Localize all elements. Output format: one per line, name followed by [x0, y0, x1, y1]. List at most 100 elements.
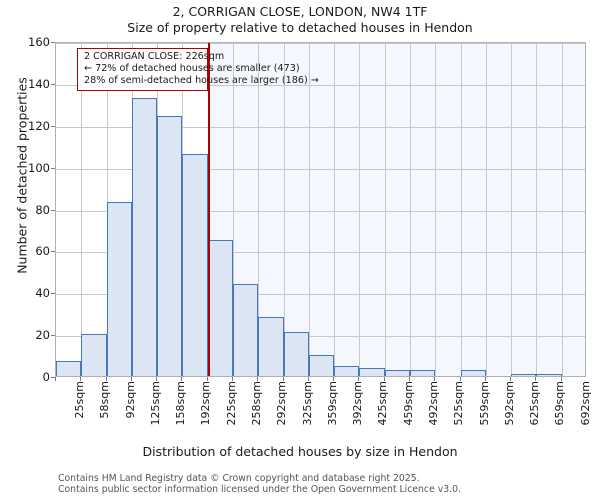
- x-tick-label: 592sqm: [502, 381, 516, 426]
- x-tick-label: 392sqm: [350, 381, 364, 426]
- x-tick-label: 292sqm: [274, 381, 288, 426]
- x-tick-mark: [535, 377, 536, 381]
- gridline-horizontal: [56, 43, 585, 44]
- y-tick-label: 80: [35, 202, 50, 217]
- x-tick-mark: [257, 377, 258, 381]
- x-tick-label: 492sqm: [426, 381, 440, 426]
- x-tick-label: 559sqm: [477, 381, 491, 426]
- gridline-horizontal: [56, 336, 585, 338]
- x-tick-mark: [358, 377, 359, 381]
- y-tick-label: 120: [28, 118, 50, 133]
- y-tick-label: 100: [28, 160, 50, 175]
- x-tick-label: 58sqm: [97, 381, 111, 419]
- bar: [233, 283, 258, 376]
- x-tick-mark: [308, 377, 309, 381]
- y-axis-label: Number of detached properties: [14, 77, 30, 274]
- x-tick-label: 192sqm: [198, 381, 212, 426]
- y-tick-mark: [51, 377, 55, 378]
- y-tick-mark: [51, 209, 55, 211]
- y-tick-label: 160: [28, 35, 50, 49]
- y-tick-label: 20: [35, 328, 50, 343]
- bar: [132, 97, 157, 376]
- y-tick-mark: [51, 125, 55, 127]
- bar: [359, 367, 385, 376]
- bar: [157, 116, 182, 376]
- y-tick-label: 0: [42, 370, 50, 384]
- x-tick-label: 425sqm: [375, 381, 389, 426]
- x-tick-mark: [181, 377, 182, 381]
- gridline-horizontal: [56, 84, 585, 86]
- x-tick-mark: [283, 377, 284, 381]
- gridline-vertical: [461, 43, 462, 376]
- x-tick-mark: [232, 377, 233, 381]
- x-tick-mark: [156, 377, 157, 381]
- footer-attribution: Contains HM Land Registry data © Crown c…: [58, 473, 461, 495]
- gridline-horizontal: [56, 294, 585, 296]
- x-tick-mark: [460, 377, 461, 381]
- x-tick-label: 225sqm: [224, 381, 238, 426]
- bar: [461, 369, 486, 376]
- bar: [309, 355, 334, 376]
- gridline-vertical: [258, 43, 259, 376]
- gridline-vertical: [562, 43, 563, 376]
- x-tick-label: 625sqm: [527, 381, 541, 426]
- x-tick-label: 158sqm: [173, 381, 187, 426]
- x-tick-mark: [55, 377, 56, 381]
- x-axis-label: Distribution of detached houses by size …: [142, 444, 458, 459]
- gridline-vertical: [309, 43, 310, 376]
- x-tick-label: 92sqm: [123, 381, 137, 419]
- page-title: 2, CORRIGAN CLOSE, LONDON, NW4 1TF: [172, 4, 428, 19]
- x-tick-mark: [80, 377, 81, 381]
- gridline-vertical: [233, 43, 234, 376]
- annotation-line-3: 28% of semi-detached houses are larger (…: [84, 75, 319, 86]
- bar: [56, 361, 81, 376]
- gridline-vertical: [410, 43, 411, 376]
- x-tick-label: 525sqm: [451, 381, 465, 426]
- x-tick-label: 659sqm: [552, 381, 566, 426]
- gridline-horizontal: [56, 126, 585, 128]
- property-marker-line: [208, 43, 210, 376]
- gridline-vertical: [536, 43, 537, 376]
- x-tick-mark: [131, 377, 132, 381]
- x-tick-label: 359sqm: [325, 381, 339, 426]
- bar: [258, 317, 284, 376]
- bar: [107, 202, 132, 376]
- x-tick-mark: [409, 377, 410, 381]
- gridline-vertical: [81, 43, 82, 376]
- x-tick-label: 325sqm: [300, 381, 314, 426]
- x-tick-mark: [561, 377, 562, 381]
- bar: [511, 373, 536, 376]
- y-tick-mark: [51, 335, 55, 337]
- annotation-line-2: ← 72% of detached houses are smaller (47…: [84, 63, 300, 74]
- y-tick-mark: [51, 293, 55, 295]
- bar: [182, 154, 208, 376]
- y-tick-mark: [51, 42, 55, 43]
- bar: [81, 334, 107, 376]
- annotation-box: 2 CORRIGAN CLOSE: 226sqm ← 72% of detach…: [77, 48, 319, 91]
- x-tick-label: 459sqm: [401, 381, 415, 426]
- bar: [334, 365, 359, 376]
- bar: [410, 369, 435, 376]
- x-tick-mark: [434, 377, 435, 381]
- plot-area: [55, 42, 586, 377]
- gridline-vertical: [435, 43, 436, 376]
- x-tick-label: 25sqm: [72, 381, 86, 419]
- bar: [536, 373, 562, 376]
- page-subtitle: Size of property relative to detached ho…: [127, 20, 473, 35]
- bar: [208, 239, 233, 376]
- footer-line-1: Contains HM Land Registry data © Crown c…: [58, 473, 420, 484]
- x-tick-mark: [510, 377, 511, 381]
- y-tick-mark: [51, 167, 55, 169]
- x-tick-label: 258sqm: [249, 381, 263, 426]
- gridline-vertical: [334, 43, 335, 376]
- x-tick-mark: [485, 377, 486, 381]
- y-axis-ticks: 0 20 40 60 80 100 120 140 160: [0, 35, 50, 384]
- x-tick-mark: [333, 377, 334, 381]
- x-tick-mark: [106, 377, 107, 381]
- y-tick-label: 60: [35, 244, 50, 259]
- y-tick-label: 140: [28, 76, 50, 91]
- annotation-line-1: 2 CORRIGAN CLOSE: 226sqm: [84, 51, 225, 62]
- x-tick-label: 692sqm: [578, 381, 592, 426]
- y-tick-label: 40: [35, 286, 50, 301]
